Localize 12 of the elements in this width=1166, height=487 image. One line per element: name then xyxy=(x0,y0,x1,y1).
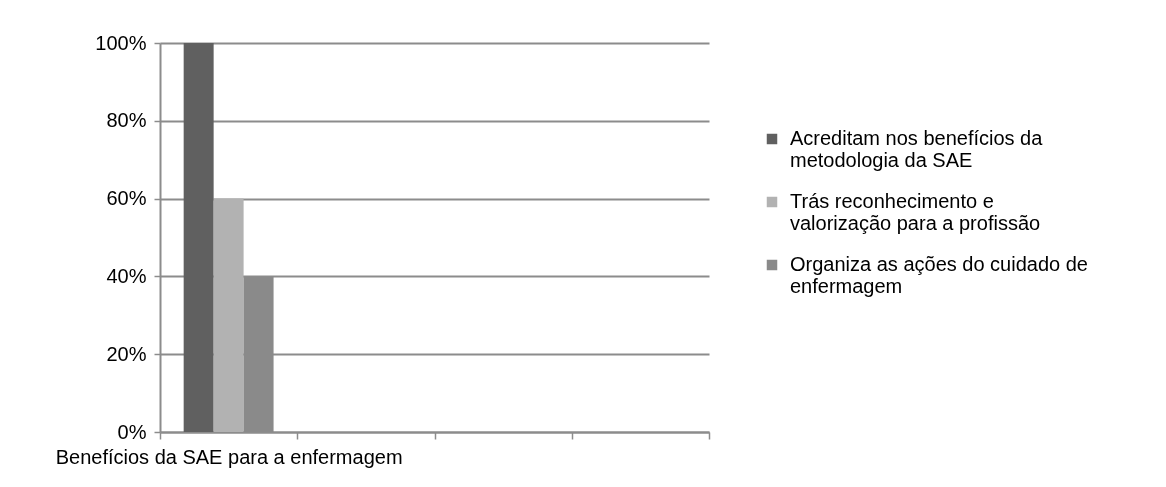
legend-label: Trás reconhecimento e valorização para a profissão xyxy=(790,190,1041,234)
legend-label: Acreditam nos benefícios da metodologia da SAE xyxy=(790,127,1044,171)
legend-label: Organiza as ações do cuidado de enfermagem xyxy=(790,253,1088,297)
x-tick-label: Benefícios da SAE para a enfermagem xyxy=(55,445,403,468)
y-tick-label: 40% xyxy=(106,264,147,287)
bar xyxy=(213,198,244,432)
y-tick-label: 100% xyxy=(95,31,147,54)
y-tick-label: 0% xyxy=(117,420,147,443)
y-tick-label: 80% xyxy=(106,109,147,132)
y-tick-label: 20% xyxy=(106,342,147,365)
y-tick-label: 60% xyxy=(106,187,147,210)
bar xyxy=(183,43,214,432)
